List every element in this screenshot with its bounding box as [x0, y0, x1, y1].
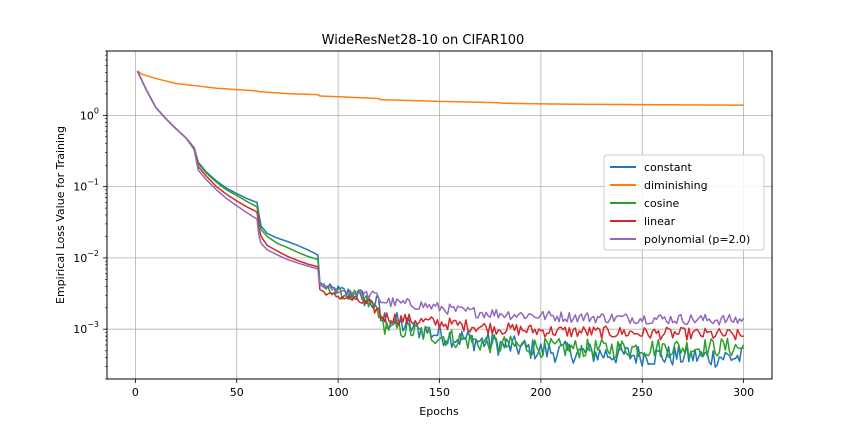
series-line-0 — [136, 70, 744, 368]
y-tick-base: 10 — [73, 323, 87, 336]
x-axis-label: Epochs — [419, 405, 459, 418]
y-tick-base: 10 — [80, 109, 94, 122]
y-tick-label: 100 — [80, 106, 99, 122]
series-line-3 — [136, 70, 744, 341]
series-line-4 — [136, 70, 745, 326]
legend: constant diminishing cosine linear polynomia… — [603, 154, 765, 251]
x-tick-label: 250 — [632, 386, 653, 399]
legend-label: cosine — [644, 197, 680, 210]
legend-box — [603, 154, 765, 251]
y-tick-exponent: 0 — [94, 106, 99, 115]
x-tick-label: 200 — [530, 386, 551, 399]
series-line-2 — [136, 70, 745, 359]
y-tick-exponent: −3 — [87, 320, 99, 329]
x-tick-label: 50 — [230, 386, 244, 399]
y-tick-base: 10 — [73, 181, 87, 194]
legend-label: polynomial (p=2.0) — [644, 233, 750, 246]
series-line-1 — [136, 70, 744, 106]
legend-label: diminishing — [644, 179, 708, 192]
y-axis-label: Empirical Loss Value for Training — [54, 126, 67, 304]
x-axis-ticks: 0 50 100 150 200 250 300 — [132, 379, 754, 399]
series-lines — [136, 70, 745, 368]
y-tick-exponent: −2 — [87, 249, 99, 258]
y-tick-base: 10 — [73, 252, 87, 265]
y-tick-label: 10−1 — [73, 178, 99, 194]
y-tick-label: 10−2 — [73, 249, 99, 265]
chart-title: WideResNet28-10 on CIFAR100 — [322, 33, 525, 48]
legend-label: linear — [644, 215, 676, 228]
x-tick-label: 100 — [328, 386, 349, 399]
x-tick-label: 150 — [429, 386, 450, 399]
legend-label: constant — [644, 161, 693, 174]
y-tick-label: 10−3 — [73, 320, 99, 336]
y-tick-exponent: −1 — [87, 178, 99, 187]
x-tick-label: 300 — [733, 386, 754, 399]
x-tick-label: 0 — [132, 386, 139, 399]
